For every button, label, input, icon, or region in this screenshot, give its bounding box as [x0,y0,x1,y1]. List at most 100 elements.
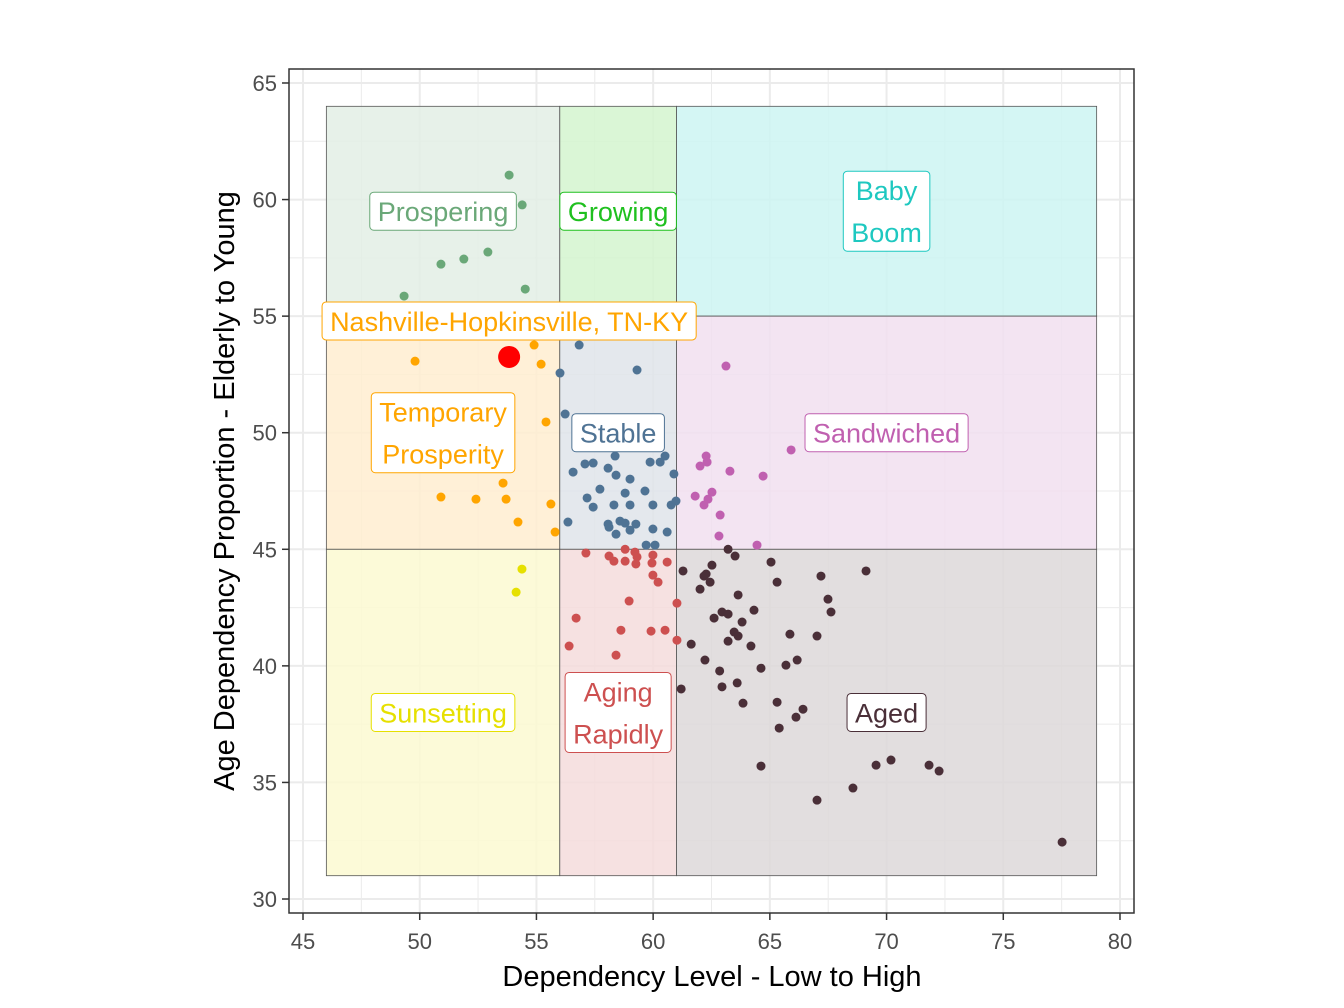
data-point [410,356,420,366]
label-temporary-prosperity-text: Prosperity [382,440,504,470]
data-point [529,340,539,350]
data-point [758,471,768,481]
data-point [752,540,762,550]
data-point [646,626,656,636]
data-point [786,445,796,455]
data-point [730,551,740,561]
y-tick-label: 35 [253,770,277,795]
y-tick-label: 65 [253,71,277,96]
data-point [676,684,686,694]
data-point [640,486,650,496]
data-point [520,284,530,294]
data-point [541,417,551,427]
data-point [781,660,791,670]
data-point [686,639,696,649]
data-point [588,502,598,512]
data-point [671,496,681,506]
y-tick-label: 55 [253,304,277,329]
data-point [662,527,672,537]
data-point [595,484,605,494]
data-point [459,254,469,264]
data-point [791,712,801,722]
data-point [746,641,756,651]
data-point [504,170,514,180]
data-point [517,564,527,574]
data-point [560,409,570,419]
data-point [707,560,717,570]
data-point [871,760,881,770]
data-point [550,527,560,537]
data-point [616,625,626,635]
data-point [660,625,670,635]
data-point [721,361,731,371]
x-tick-label: 70 [874,929,898,954]
data-point [581,548,591,558]
data-point [934,766,944,776]
data-point [648,524,658,534]
highlight-point [498,345,521,368]
y-tick-label: 40 [253,654,277,679]
data-point [574,340,584,350]
data-point [653,577,663,587]
data-points [399,170,1067,847]
data-point [611,470,621,480]
data-point [826,607,836,617]
data-point [609,556,619,566]
data-point [756,761,766,771]
label-growing-text: Growing [568,197,669,227]
data-point [611,529,621,539]
data-point [536,359,546,369]
data-point [648,500,658,510]
data-point [695,584,705,594]
x-tick-label: 75 [991,929,1015,954]
data-point [498,478,508,488]
data-point [798,704,808,714]
data-point [631,519,641,529]
data-point [717,682,727,692]
label-stable-text: Stable [580,419,657,449]
data-point [812,631,822,641]
data-point [620,544,630,554]
data-point [886,755,896,765]
data-point [785,629,795,639]
data-point [672,598,682,608]
panel-border [288,68,1135,914]
axes: 45 50 55 60 65 70 75 80 30 35 40 45 50 55 60 65 [253,68,1135,954]
label-sunsetting-text: Sunsetting [379,698,507,728]
label-aged-box [846,692,927,732]
label-baby-boom-box [842,170,931,252]
data-point [766,557,776,567]
x-tick-label: 65 [758,929,782,954]
label-sunsetting: Sunsetting [370,692,516,732]
data-point [555,368,565,378]
data-point [749,605,759,615]
data-point [471,494,481,504]
label-aging-rapidly-box [564,671,672,753]
label-stable: Stable [571,413,665,453]
label-sandwiched-box [804,413,969,453]
data-point [625,474,635,484]
data-point [715,666,725,676]
data-point [812,795,822,805]
data-point [774,723,784,733]
data-point [703,494,713,504]
label-stable-box [571,413,665,453]
highlight-label-text: Nashville-Hopkinsville, TN-KY [330,307,688,337]
label-aged-text: Aged [855,698,918,728]
data-point [563,517,573,527]
data-point [546,499,556,509]
data-point [632,365,642,375]
data-point [723,544,733,554]
data-point [645,457,655,467]
data-point [609,500,619,510]
data-point [733,590,743,600]
data-point [517,200,527,210]
x-tick-label: 60 [641,929,665,954]
label-baby-boom-text: Baby [856,176,918,206]
data-point [662,557,672,567]
data-point [714,531,724,541]
data-point [436,492,446,502]
label-prospering-text: Prospering [378,197,509,227]
label-growing-box [559,191,677,231]
data-point [648,570,658,580]
